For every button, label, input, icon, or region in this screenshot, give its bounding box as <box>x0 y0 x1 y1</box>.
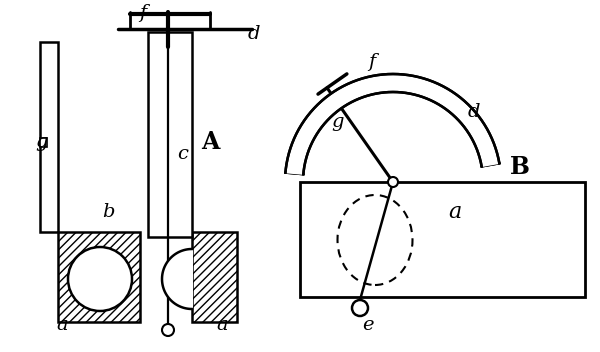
Text: f: f <box>368 53 376 71</box>
Text: b: b <box>102 203 114 221</box>
Text: e: e <box>362 316 374 334</box>
Polygon shape <box>286 74 499 174</box>
Bar <box>40 42 58 232</box>
Text: a: a <box>216 316 228 334</box>
Text: f: f <box>139 4 146 22</box>
Bar <box>148 32 192 237</box>
Bar <box>40 138 47 147</box>
Circle shape <box>352 300 368 316</box>
Text: d: d <box>248 25 260 43</box>
Bar <box>192 232 237 322</box>
Text: d: d <box>468 103 481 121</box>
Circle shape <box>162 324 174 336</box>
Bar <box>58 232 140 322</box>
Text: a: a <box>448 201 461 223</box>
Bar <box>192 232 237 322</box>
Text: a: a <box>56 316 68 334</box>
Text: g: g <box>332 113 344 131</box>
Text: e: e <box>162 322 174 340</box>
Circle shape <box>68 247 132 311</box>
Text: g: g <box>36 133 48 151</box>
Polygon shape <box>162 249 192 309</box>
Text: B: B <box>510 155 530 179</box>
Text: A: A <box>201 130 219 154</box>
Bar <box>300 182 585 297</box>
Circle shape <box>388 177 398 187</box>
Bar <box>58 232 140 322</box>
Text: c: c <box>178 145 188 163</box>
